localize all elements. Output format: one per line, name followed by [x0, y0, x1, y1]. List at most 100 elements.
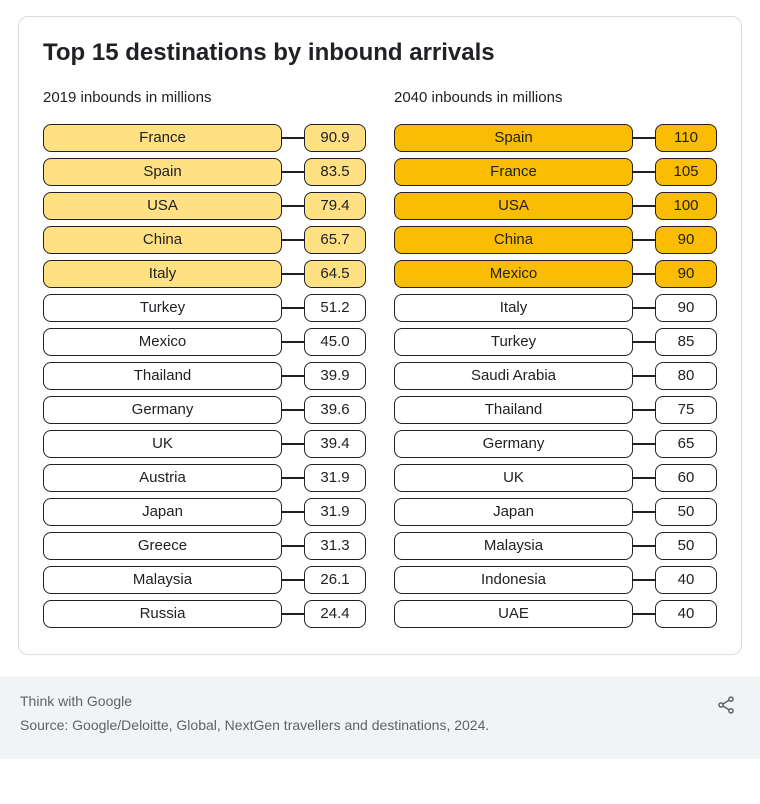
connector-line — [282, 239, 304, 241]
country-pill: Malaysia — [394, 532, 633, 560]
value-pill: 83.5 — [304, 158, 366, 186]
country-pill: Thailand — [394, 396, 633, 424]
column-subhead: 2040 inbounds in millions — [394, 89, 717, 106]
footer: Think with Google Source: Google/Deloitt… — [0, 677, 760, 759]
value-pill: 90 — [655, 260, 717, 288]
chart-title: Top 15 destinations by inbound arrivals — [43, 39, 717, 67]
country-pill: Greece — [43, 532, 282, 560]
connector-line — [282, 205, 304, 207]
ranking-row: Germany65 — [394, 430, 717, 458]
ranking-row: China 90 — [394, 226, 717, 254]
connector-line — [633, 613, 655, 615]
value-pill: 31.3 — [304, 532, 366, 560]
ranking-row: Germany39.6 — [43, 396, 366, 424]
connector-line — [633, 375, 655, 377]
value-pill: 90 — [655, 294, 717, 322]
column-2040: 2040 inbounds in millions Spain 110 France 1… — [394, 89, 717, 634]
connector-line — [633, 273, 655, 275]
value-pill: 105 — [655, 158, 717, 186]
value-pill: 90 — [655, 226, 717, 254]
value-pill: 40 — [655, 566, 717, 594]
connector-line — [633, 205, 655, 207]
value-pill: 39.6 — [304, 396, 366, 424]
ranking-row: Thailand75 — [394, 396, 717, 424]
connector-line — [282, 613, 304, 615]
ranking-row: Saudi Arabia 80 — [394, 362, 717, 390]
country-pill: Spain — [394, 124, 633, 152]
country-pill: UK — [394, 464, 633, 492]
value-pill: 80 — [655, 362, 717, 390]
connector-line — [282, 511, 304, 513]
value-pill: 31.9 — [304, 498, 366, 526]
ranking-row: Italy90 — [394, 294, 717, 322]
connector-line — [282, 545, 304, 547]
value-pill: 64.5 — [304, 260, 366, 288]
country-pill: UAE — [394, 600, 633, 628]
value-pill: 50 — [655, 532, 717, 560]
country-pill: France — [43, 124, 282, 152]
value-pill: 65 — [655, 430, 717, 458]
value-pill: 100 — [655, 192, 717, 220]
ranking-row: UK 60 — [394, 464, 717, 492]
connector-line — [282, 375, 304, 377]
ranking-row: China 65.7 — [43, 226, 366, 254]
value-pill: 39.4 — [304, 430, 366, 458]
value-pill: 85 — [655, 328, 717, 356]
value-pill: 26.1 — [304, 566, 366, 594]
connector-line — [282, 307, 304, 309]
ranking-row: Greece 31.3 — [43, 532, 366, 560]
country-pill: Russia — [43, 600, 282, 628]
ranking-row: Japan50 — [394, 498, 717, 526]
ranking-row: USA 100 — [394, 192, 717, 220]
connector-line — [633, 137, 655, 139]
connector-line — [282, 477, 304, 479]
share-icon[interactable] — [716, 695, 736, 715]
country-pill: Saudi Arabia — [394, 362, 633, 390]
connector-line — [282, 341, 304, 343]
value-pill: 110 — [655, 124, 717, 152]
connector-line — [633, 171, 655, 173]
connector-line — [282, 273, 304, 275]
chart-card: Top 15 destinations by inbound arrivals … — [18, 16, 742, 655]
ranking-row: Malaysia26.1 — [43, 566, 366, 594]
connector-line — [633, 545, 655, 547]
country-pill: France — [394, 158, 633, 186]
value-pill: 39.9 — [304, 362, 366, 390]
country-pill: Indonesia — [394, 566, 633, 594]
connector-line — [282, 579, 304, 581]
ranking-row: Russia24.4 — [43, 600, 366, 628]
country-pill: Italy — [43, 260, 282, 288]
country-pill: USA — [43, 192, 282, 220]
connector-line — [633, 443, 655, 445]
country-pill: Turkey — [43, 294, 282, 322]
value-pill: 40 — [655, 600, 717, 628]
country-pill: China — [394, 226, 633, 254]
ranking-row: USA 79.4 — [43, 192, 366, 220]
connector-line — [633, 477, 655, 479]
ranking-row: Turkey85 — [394, 328, 717, 356]
country-pill: Spain — [43, 158, 282, 186]
footer-brand: Think with Google — [20, 693, 740, 709]
connector-line — [633, 307, 655, 309]
value-pill: 65.7 — [304, 226, 366, 254]
ranking-row: UK39.4 — [43, 430, 366, 458]
connector-line — [282, 443, 304, 445]
ranking-row: Japan31.9 — [43, 498, 366, 526]
country-pill: China — [43, 226, 282, 254]
ranking-row: Spain 110 — [394, 124, 717, 152]
value-pill: 90.9 — [304, 124, 366, 152]
connector-line — [633, 409, 655, 411]
country-pill: Mexico — [43, 328, 282, 356]
connector-line — [633, 511, 655, 513]
ranking-row: Malaysia 50 — [394, 532, 717, 560]
value-pill: 31.9 — [304, 464, 366, 492]
country-pill: USA — [394, 192, 633, 220]
value-pill: 60 — [655, 464, 717, 492]
footer-source: Source: Google/Deloitte, Global, NextGen… — [20, 715, 500, 735]
columns-container: 2019 inbounds in millionsFrance90.9Spain… — [43, 89, 717, 634]
country-pill: Thailand — [43, 362, 282, 390]
value-pill: 79.4 — [304, 192, 366, 220]
country-pill: Mexico — [394, 260, 633, 288]
ranking-row: Indonesia 40 — [394, 566, 717, 594]
ranking-row: UAE 40 — [394, 600, 717, 628]
